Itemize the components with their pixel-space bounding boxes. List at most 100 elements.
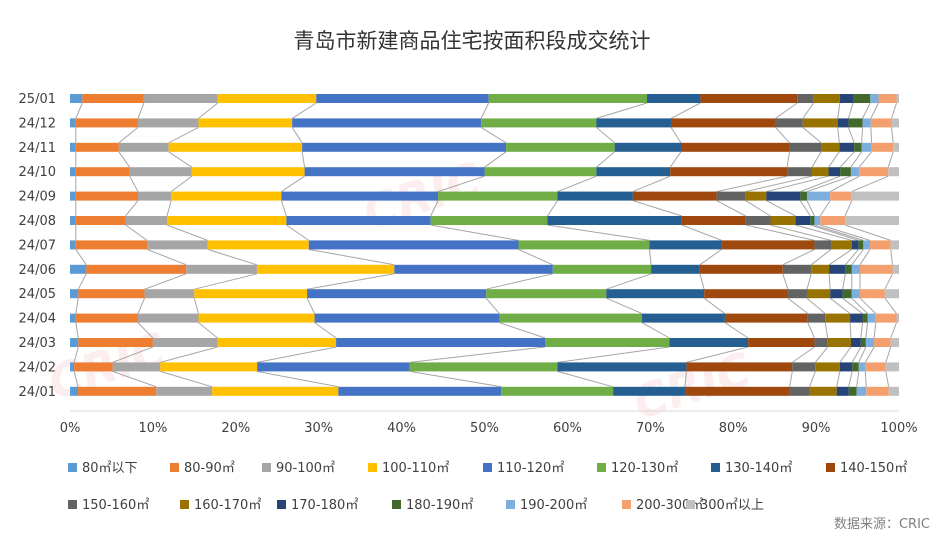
bar-segment-2-9 (821, 142, 840, 152)
bar-segment-10-13 (874, 338, 891, 347)
connector-line-13 (844, 102, 898, 387)
bar-segment-9-12 (867, 313, 876, 323)
bar-segment-2-0 (70, 142, 76, 152)
y-tick-label: 24/07 (19, 238, 56, 253)
x-tick-label: 40% (387, 421, 416, 436)
bar-segment-6-9 (831, 240, 852, 250)
bar-segment-12-5 (501, 386, 614, 396)
bar-segment-5-9 (770, 216, 796, 225)
bar-segment-9-3 (198, 313, 315, 323)
bar-segment-12-8 (789, 386, 810, 396)
bar-segment-0-1 (82, 94, 144, 103)
bar-segment-1-12 (862, 118, 871, 128)
x-tick-label: 50% (470, 421, 499, 436)
legend-swatch (170, 463, 179, 472)
legend-label: 100-110㎡ (382, 461, 449, 476)
legend-swatch (392, 500, 401, 509)
bar-segment-8-2 (144, 289, 195, 299)
bar-segment-1-13 (870, 118, 892, 128)
bar-segment-5-6 (547, 216, 682, 225)
bar-segment-9-11 (862, 313, 868, 323)
bar-segment-1-9 (802, 118, 838, 128)
bar-segment-12-3 (212, 386, 339, 396)
bar-segment-4-9 (745, 191, 767, 201)
bar-segment-9-9 (825, 313, 851, 323)
bar-segment-12-13 (866, 386, 889, 396)
bar-segment-6-3 (207, 240, 309, 250)
legend-label: 80㎡以下 (82, 461, 138, 476)
bar-segment-8-10 (830, 289, 843, 299)
bar-segment-7-5 (552, 264, 652, 274)
bar-segment-4-5 (438, 191, 558, 201)
bar-segment-11-13 (865, 362, 886, 372)
bar-segment-0-10 (839, 94, 854, 103)
bar-segment-3-5 (484, 167, 597, 177)
y-tick-label: 24/11 (19, 141, 56, 156)
svg-text:CRIC: CRIC (627, 342, 758, 431)
x-axis-labels: 0% 10% 20% 30% 40% 50% 60% 70% 80% 90% 100% (60, 421, 918, 436)
connector-line-1 (112, 102, 187, 388)
connector-line-6 (632, 102, 749, 387)
bar-segment-1-8 (775, 118, 803, 128)
legend-swatch (368, 463, 377, 472)
bar-segment-12-4 (338, 386, 502, 396)
bar-segment-2-11 (854, 142, 862, 152)
bar-segment-11-2 (112, 362, 161, 372)
bar-segment-5-12 (814, 216, 821, 225)
bar-segment-1-7 (671, 118, 776, 128)
legend-label: 110-120㎡ (497, 461, 564, 476)
bar-segment-12-9 (809, 386, 837, 396)
bar-segment-6-1 (75, 240, 148, 250)
bar-segment-9-1 (75, 313, 138, 323)
legend-swatch (68, 500, 77, 509)
bar-segment-10-2 (152, 338, 218, 347)
bar-segment-0-13 (878, 94, 897, 103)
bar-segment-0-6 (647, 94, 701, 103)
bar-segment-3-0 (70, 167, 76, 177)
bar-segment-3-13 (859, 167, 889, 177)
y-axis-labels: 25/01 24/12 24/11 24/10 24/09 24/08 24/07 24/06… (19, 92, 56, 400)
bar-segment-6-12 (863, 240, 870, 250)
bar-segment-2-10 (839, 142, 855, 152)
bar-segment-12-7 (684, 386, 790, 396)
bar-segment-10-14 (890, 338, 899, 347)
bar-segment-8-6 (606, 289, 705, 299)
bar-segment-11-0 (70, 362, 75, 372)
bar-segment-11-14 (885, 362, 899, 372)
bar-segment-0-9 (813, 94, 840, 103)
x-tick-label: 90% (802, 421, 831, 436)
bar-segment-7-10 (829, 264, 846, 274)
bar-segment-7-11 (845, 264, 852, 274)
connector-line-8 (745, 102, 832, 387)
x-tick-label: 10% (138, 421, 167, 436)
series-connector-lines (73, 102, 898, 388)
bar-segment-9-4 (314, 313, 500, 323)
bar-segment-10-4 (336, 338, 546, 347)
bar-segment-6-11 (858, 240, 864, 250)
bar-segment-4-2 (137, 191, 172, 201)
bar-segment-6-0 (70, 240, 76, 250)
y-tick-label: 24/06 (19, 263, 56, 278)
bar-segment-3-10 (828, 167, 841, 177)
bar-segment-7-13 (859, 264, 893, 274)
y-tick-label: 24/09 (19, 190, 56, 205)
bar-segment-2-13 (871, 142, 894, 152)
bar-segment-3-2 (129, 167, 192, 177)
bar-segment-6-6 (649, 240, 722, 250)
bar-segment-0-7 (700, 94, 798, 103)
bar-segment-9-6 (642, 313, 725, 323)
bar-segment-8-13 (860, 289, 885, 299)
bar-segment-12-0 (70, 386, 78, 396)
bar-segment-11-12 (858, 362, 866, 372)
source-note: 数据来源：CRIC (834, 517, 930, 532)
bar-segment-8-3 (194, 289, 308, 299)
bar-segment-8-11 (842, 289, 852, 299)
connector-line-12 (819, 102, 879, 387)
bar-segment-7-4 (394, 264, 553, 274)
bar-segment-7-2 (186, 264, 257, 274)
bar-segment-4-10 (766, 191, 801, 201)
y-tick-label: 24/05 (19, 287, 56, 302)
bar-segment-9-5 (499, 313, 643, 323)
connector-line-4 (409, 102, 553, 388)
bar-segment-8-12 (851, 289, 861, 299)
